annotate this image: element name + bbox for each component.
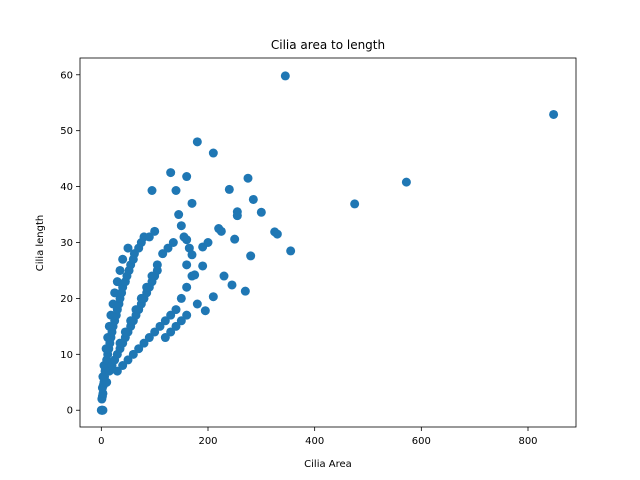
data-point <box>219 271 229 281</box>
data-point <box>166 310 176 320</box>
x-ticks: 0 200 400 600 800 <box>98 427 538 447</box>
data-point <box>272 229 282 239</box>
data-point <box>176 293 186 303</box>
data-point <box>401 177 411 187</box>
data-point <box>115 338 125 348</box>
data-point <box>110 288 120 298</box>
data-point <box>232 211 242 221</box>
x-tick-label: 600 <box>412 436 431 447</box>
data-point <box>118 254 128 264</box>
data-point <box>166 327 176 337</box>
data-point <box>176 221 186 231</box>
x-tick-label: 800 <box>518 436 537 447</box>
data-point <box>230 234 240 244</box>
y-tick-label: 0 <box>67 406 73 417</box>
data-point <box>200 306 210 316</box>
data-point <box>190 270 200 280</box>
data-point <box>182 235 192 245</box>
data-point <box>192 299 202 309</box>
data-point <box>168 238 178 247</box>
y-tick-label: 50 <box>60 126 73 137</box>
data-point <box>187 250 197 260</box>
data-point <box>182 260 192 270</box>
data-point <box>136 293 146 303</box>
data-point <box>112 277 122 287</box>
points-layer <box>96 71 559 415</box>
data-point <box>549 109 559 119</box>
data-point <box>150 327 160 337</box>
data-point <box>115 265 125 275</box>
data-point <box>128 349 138 359</box>
x-tick-label: 400 <box>305 436 324 447</box>
data-point <box>171 305 181 315</box>
data-point <box>192 137 202 147</box>
data-point <box>182 310 192 320</box>
data-point <box>350 199 360 209</box>
data-point <box>203 238 213 247</box>
data-point <box>280 71 290 81</box>
data-point <box>208 292 218 302</box>
data-point <box>166 168 176 178</box>
data-point <box>187 198 197 208</box>
y-ticks: 0 10 20 30 40 50 60 <box>60 70 80 417</box>
data-point <box>139 338 149 348</box>
data-point <box>123 355 133 365</box>
data-point <box>134 344 144 354</box>
data-point <box>256 207 266 217</box>
chart-title: Cilia area to length <box>271 38 385 52</box>
data-point <box>208 148 218 158</box>
data-point <box>131 305 141 315</box>
data-point <box>240 286 250 296</box>
data-point <box>163 243 173 253</box>
data-point <box>112 366 122 376</box>
data-point <box>224 184 234 194</box>
data-point <box>286 246 296 256</box>
x-tick-label: 200 <box>198 436 217 447</box>
data-point <box>171 321 181 331</box>
data-point <box>248 194 258 204</box>
data-point <box>147 271 157 281</box>
data-point <box>246 251 256 261</box>
data-point <box>158 249 168 259</box>
data-point <box>152 260 162 270</box>
data-point <box>198 261 208 271</box>
x-axis-label: Cilia Area <box>304 459 352 470</box>
data-point <box>171 186 181 195</box>
data-point <box>118 361 128 370</box>
x-tick-label: 0 <box>98 436 104 447</box>
data-point <box>227 280 237 290</box>
plot-frame <box>79 57 577 428</box>
data-point <box>182 172 192 182</box>
y-axis-label: Cilia length <box>35 215 46 272</box>
y-tick-label: 10 <box>60 350 73 361</box>
data-point <box>182 282 192 292</box>
data-point <box>102 377 112 387</box>
data-point <box>155 321 165 331</box>
data-point <box>120 327 130 337</box>
y-tick-label: 20 <box>60 294 73 305</box>
data-point <box>147 186 157 195</box>
data-point <box>123 243 133 253</box>
data-point <box>150 226 160 236</box>
data-point <box>243 173 253 183</box>
y-tick-label: 60 <box>60 70 73 81</box>
data-point <box>160 333 170 343</box>
y-tick-label: 40 <box>60 182 73 193</box>
data-point <box>142 282 152 292</box>
data-point <box>126 316 136 326</box>
data-point <box>144 232 154 242</box>
data-point <box>176 316 186 326</box>
y-tick-label: 30 <box>60 238 73 249</box>
data-point <box>98 405 108 415</box>
data-point <box>216 226 226 236</box>
data-point <box>144 333 154 343</box>
data-point <box>160 316 170 326</box>
data-point <box>174 210 184 220</box>
